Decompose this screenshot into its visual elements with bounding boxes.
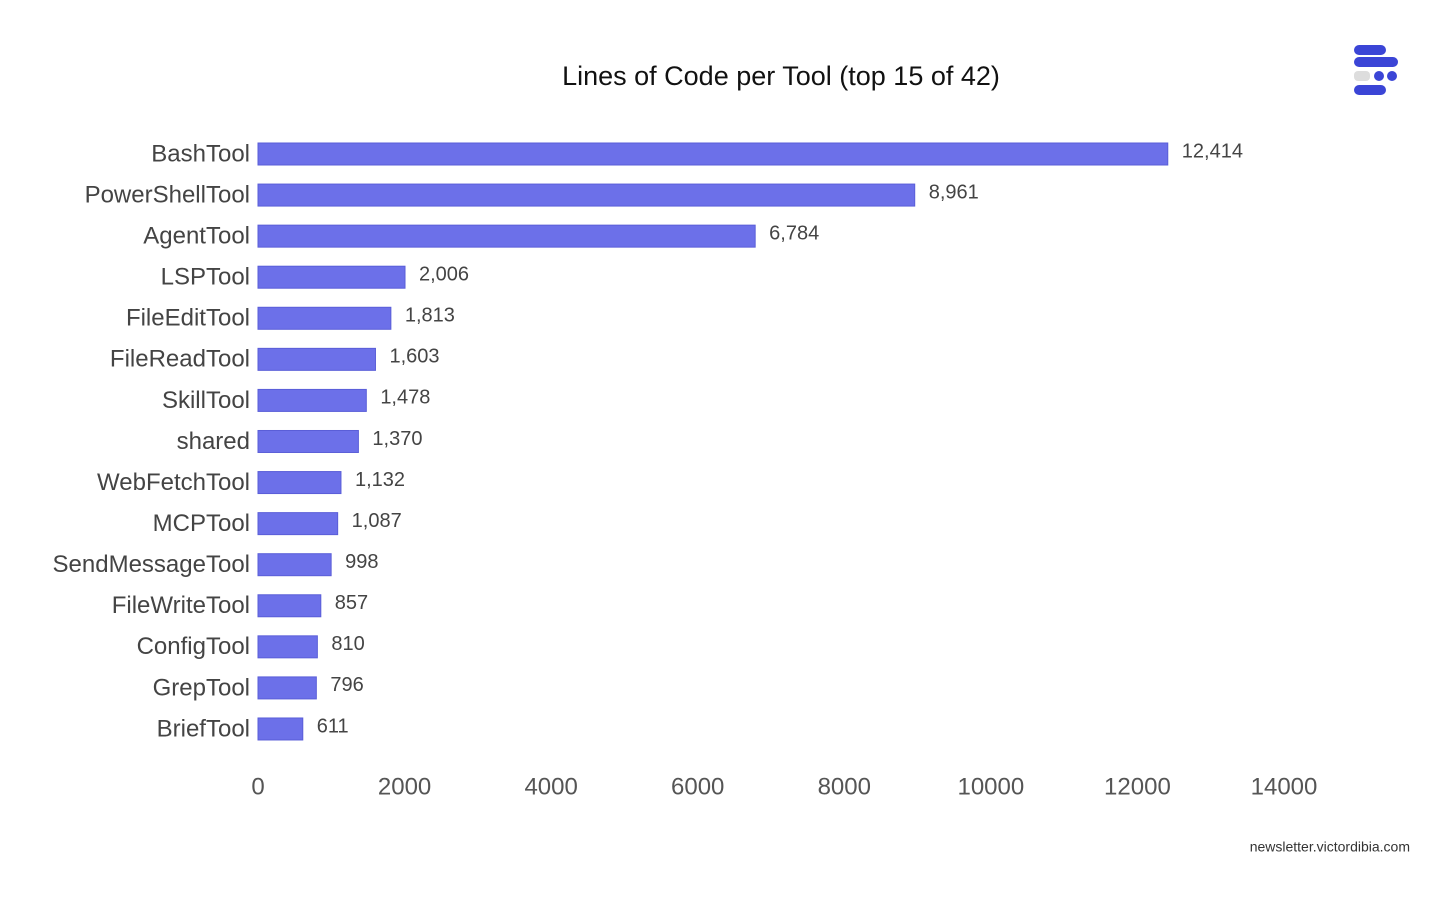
y-tick-label: BriefTool <box>157 715 250 742</box>
y-tick-label: SkillTool <box>162 387 250 414</box>
bar <box>257 388 367 412</box>
bar <box>257 265 406 289</box>
bar <box>257 512 339 536</box>
value-label: 998 <box>345 551 378 573</box>
y-tick-label: GrepTool <box>153 674 250 701</box>
y-tick-label: FileWriteTool <box>112 592 250 619</box>
value-label: 8,961 <box>929 181 979 203</box>
value-label: 1,813 <box>405 305 455 327</box>
bar <box>257 224 756 248</box>
x-tick-label: 8000 <box>818 773 871 800</box>
chart-title: Lines of Code per Tool (top 15 of 42) <box>562 61 1000 91</box>
x-tick-label: 4000 <box>524 773 577 800</box>
y-tick-label: ConfigTool <box>137 633 250 660</box>
y-tick-label: FileReadTool <box>110 346 250 373</box>
y-tick-label: PowerShellTool <box>85 181 250 208</box>
value-label: 1,370 <box>372 428 422 450</box>
y-tick-label: BashTool <box>151 140 250 167</box>
bar <box>257 471 342 495</box>
value-label: 12,414 <box>1182 140 1243 162</box>
logo <box>1354 45 1398 95</box>
bar <box>257 183 916 207</box>
value-label: 1,132 <box>355 469 405 491</box>
x-tick-label: 6000 <box>671 773 724 800</box>
bar <box>257 676 317 700</box>
bar <box>257 635 318 659</box>
x-tick-label: 0 <box>251 773 264 800</box>
y-tick-label: SendMessageTool <box>53 551 250 578</box>
value-label: 796 <box>330 674 363 696</box>
x-tick-label: 14000 <box>1251 773 1318 800</box>
y-tick-label: shared <box>177 428 250 455</box>
y-tick-label: WebFetchTool <box>97 469 250 496</box>
bar <box>257 717 304 741</box>
bar <box>257 347 376 371</box>
value-label: 6,784 <box>769 222 819 244</box>
bar <box>257 142 1169 166</box>
y-tick-label: AgentTool <box>143 222 250 249</box>
y-tick-label: FileEditTool <box>126 305 250 332</box>
value-label: 1,087 <box>352 510 402 532</box>
value-label: 1,478 <box>380 387 430 409</box>
bar <box>257 429 359 453</box>
y-tick-label: MCPTool <box>153 510 250 537</box>
value-label: 857 <box>335 592 368 614</box>
x-tick-label: 2000 <box>378 773 431 800</box>
x-tick-label: 10000 <box>957 773 1024 800</box>
value-label: 2,006 <box>419 263 469 285</box>
bar <box>257 306 392 330</box>
value-label: 810 <box>331 633 364 655</box>
bar <box>257 594 322 618</box>
bar <box>257 553 332 577</box>
y-tick-label: LSPTool <box>161 264 250 291</box>
value-label: 611 <box>317 715 349 737</box>
footer-source: newsletter.victordibia.com <box>1250 839 1410 855</box>
value-label: 1,603 <box>389 346 439 368</box>
x-tick-label: 12000 <box>1104 773 1171 800</box>
